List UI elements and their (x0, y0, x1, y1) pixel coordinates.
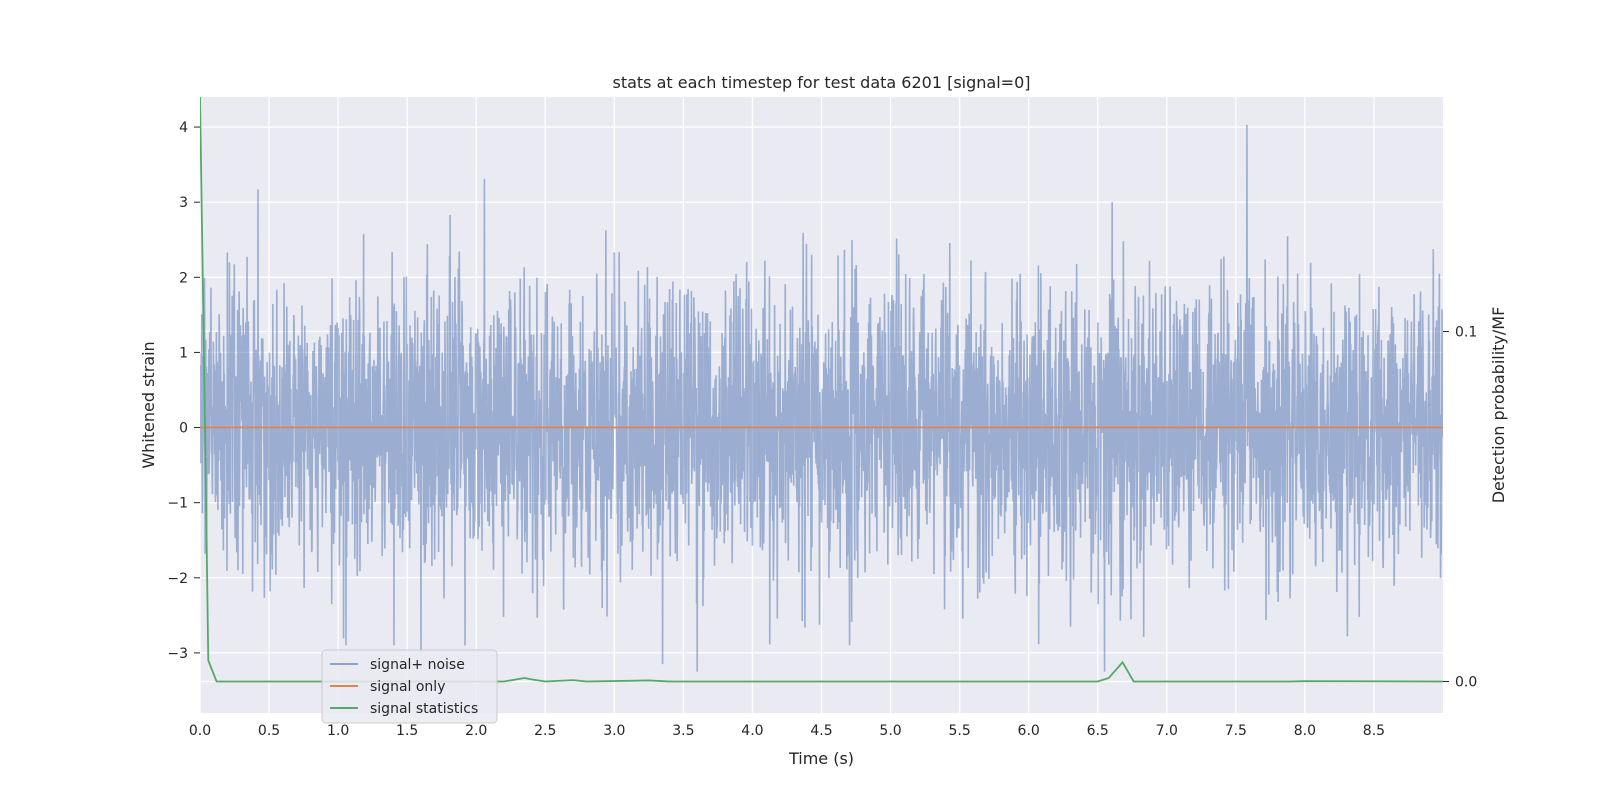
x-tick-label: 1.0 (327, 723, 349, 739)
x-tick-label: 5.0 (879, 723, 901, 739)
x-tick-label: 8.0 (1294, 723, 1316, 739)
x-tick-label: 6.0 (1018, 723, 1040, 739)
x-tick-label: 2.5 (534, 723, 556, 739)
series-signal-statistics-line (200, 97, 1443, 683)
chart-title: stats at each timestep for test data 620… (612, 73, 1030, 92)
legend-label: signal statistics (370, 701, 478, 717)
y2-tick-label: 0.0 (1455, 675, 1477, 691)
y2-axis-label: Detection probability/MF (1489, 307, 1508, 504)
legend-label: signal only (370, 679, 445, 695)
x-tick-label: 8.5 (1363, 723, 1385, 739)
y-tick-label: 2 (179, 270, 188, 286)
y-tick-label: 0 (179, 421, 188, 437)
axis-ticks: 0.0 0.5 1.0 1.5 2.0 2.5 3.0 3.5 4.0 4.5 5.0 5.5 6.0 6… (167, 120, 1477, 739)
x-tick-label: 2.0 (465, 723, 487, 739)
x-tick-label: 5.5 (948, 723, 970, 739)
x-tick-label: 7.0 (1156, 723, 1178, 739)
legend-box (321, 649, 498, 724)
x-tick-label: 4.5 (810, 723, 832, 739)
series-layer (200, 97, 1443, 683)
x-tick-label: 1.5 (396, 723, 418, 739)
y-tick-label: −3 (167, 646, 188, 662)
y-tick-label: 1 (179, 345, 188, 361)
y-axis-label: Whitened strain (139, 341, 158, 468)
x-tick-label: 3.0 (603, 723, 625, 739)
x-tick-label: 4.0 (741, 723, 763, 739)
x-tick-label: 0.5 (258, 723, 280, 739)
x-tick-label: 0.0 (189, 723, 211, 739)
y2-tick-label: 0.1 (1455, 325, 1477, 341)
legend: signal+ noise signal only signal statistic… (321, 649, 498, 724)
x-tick-label: 7.5 (1225, 723, 1247, 739)
x-tick-label: 3.5 (672, 723, 694, 739)
y-tick-label: −1 (167, 496, 188, 512)
y-tick-label: 3 (179, 195, 188, 211)
x-tick-label: 6.5 (1087, 723, 1109, 739)
x-axis-label: Time (s) (788, 749, 854, 768)
legend-label: signal+ noise (370, 657, 465, 673)
y-tick-label: −2 (167, 571, 188, 587)
y-tick-label: 4 (179, 120, 188, 136)
